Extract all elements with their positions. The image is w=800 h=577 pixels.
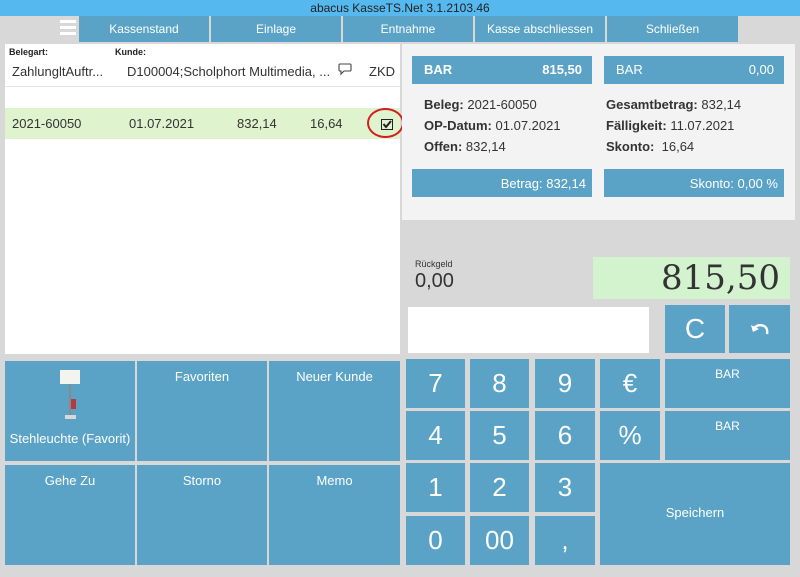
key-00[interactable]: 00 <box>470 516 529 565</box>
payment-right-amount: 0,00 <box>748 62 774 77</box>
bar-payment-button-2[interactable]: BAR <box>665 411 790 460</box>
key-percent[interactable]: % <box>600 411 660 460</box>
gehe-zu-label: Gehe Zu <box>44 473 96 488</box>
kunde-value: D100004;Scholphort Multimedia, ... <box>127 64 331 79</box>
key-euro[interactable]: € <box>600 359 660 408</box>
bar-payment-button-1[interactable]: BAR <box>665 359 790 408</box>
bar-payment-label-1: BAR <box>715 367 740 381</box>
key-6[interactable]: 6 <box>535 411 595 460</box>
zkd-header: ZKD <box>369 64 395 79</box>
nav-kasse-abschliessen-button[interactable]: Kasse abschliessen <box>475 16 605 42</box>
favoriten-tile[interactable]: Favoriten <box>137 361 267 461</box>
row-skonto: 16,64 <box>310 116 343 131</box>
storno-label: Storno <box>182 473 222 488</box>
header-divider <box>5 86 400 87</box>
favoriten-label: Favoriten <box>174 369 230 384</box>
info-opdatum: OP-Datum: 01.07.2021 <box>424 118 561 133</box>
speichern-button[interactable]: Speichern <box>600 463 790 565</box>
row-checkbox[interactable] <box>381 117 393 130</box>
skonto-percent-field[interactable]: Skonto: 0,00 % <box>604 169 784 197</box>
window-title: abacus KasseTS.Net 3.1.2103.46 <box>0 0 800 16</box>
undo-button[interactable] <box>729 305 790 353</box>
key-comma[interactable]: , <box>535 516 595 565</box>
nav-kassenstand-button[interactable]: Kassenstand <box>79 16 209 42</box>
speichern-label: Speichern <box>665 505 725 520</box>
row-betrag: 832,14 <box>237 116 277 131</box>
payment-right-bar[interactable]: BAR 0,00 <box>604 56 784 84</box>
row-datum: 01.07.2021 <box>129 116 195 131</box>
kunde-header: Kunde: <box>115 47 146 57</box>
nav-einlage-button[interactable]: Einlage <box>211 16 341 42</box>
clear-button[interactable]: C <box>665 305 725 353</box>
total-display: 815,50 <box>593 257 790 299</box>
favorite-stehleuchte-tile[interactable]: Stehleuchte (Favorit) <box>5 361 135 461</box>
key-3[interactable]: 3 <box>535 463 595 512</box>
info-beleg: Beleg: 2021-60050 <box>424 97 537 112</box>
betrag-field[interactable]: Betrag: 832,14 <box>412 169 592 197</box>
info-faellig: Fälligkeit: 11.07.2021 <box>606 118 735 133</box>
payment-left-method: BAR <box>424 62 453 77</box>
favorite-stehleuchte-label: Stehleuchte (Favorit) <box>9 431 131 446</box>
key-7[interactable]: 7 <box>406 359 465 408</box>
rueckgeld-label: Rückgeld <box>415 259 453 269</box>
info-offen: Offen: 832,14 <box>424 139 506 154</box>
document-list-panel <box>5 44 400 354</box>
neuer-kunde-label: Neuer Kunde <box>296 369 373 384</box>
payment-left-bar[interactable]: BAR 815,50 <box>412 56 592 84</box>
skonto-percent-display: Skonto: 0,00 % <box>689 176 778 191</box>
neuer-kunde-tile[interactable]: Neuer Kunde <box>269 361 400 461</box>
table-row[interactable] <box>5 108 400 139</box>
key-4[interactable]: 4 <box>406 411 465 460</box>
menu-icon[interactable] <box>60 20 76 36</box>
storno-tile[interactable]: Storno <box>137 465 267 565</box>
betrag-display: Betrag: 832,14 <box>500 176 586 191</box>
floor-lamp-icon <box>60 370 80 419</box>
nav-entnahme-button[interactable]: Entnahme <box>343 16 473 42</box>
info-gesamt: Gesamtbetrag: 832,14 <box>606 97 742 112</box>
belegart-value: ZahlungltAuftr... <box>12 64 104 79</box>
key-1[interactable]: 1 <box>406 463 465 512</box>
info-skonto: Skonto: 16,64 <box>606 139 695 154</box>
undo-icon <box>751 323 769 335</box>
key-2[interactable]: 2 <box>470 463 529 512</box>
nav-schliessen-button[interactable]: Schließen <box>607 16 738 42</box>
memo-tile[interactable]: Memo <box>269 465 400 565</box>
belegart-header: Belegart: <box>9 47 49 57</box>
rueckgeld-value: 0,00 <box>415 270 454 292</box>
comment-icon[interactable] <box>338 62 352 76</box>
bar-payment-label-2: BAR <box>715 419 740 433</box>
amount-input[interactable] <box>408 307 649 353</box>
key-8[interactable]: 8 <box>470 359 529 408</box>
key-9[interactable]: 9 <box>535 359 595 408</box>
payment-left-amount: 815,50 <box>542 62 582 77</box>
payment-right-method: BAR <box>616 62 643 77</box>
row-beleg: 2021-60050 <box>12 116 82 131</box>
gehe-zu-tile[interactable]: Gehe Zu <box>5 465 135 565</box>
key-5[interactable]: 5 <box>470 411 529 460</box>
key-0[interactable]: 0 <box>406 516 465 565</box>
memo-label: Memo <box>316 473 353 488</box>
